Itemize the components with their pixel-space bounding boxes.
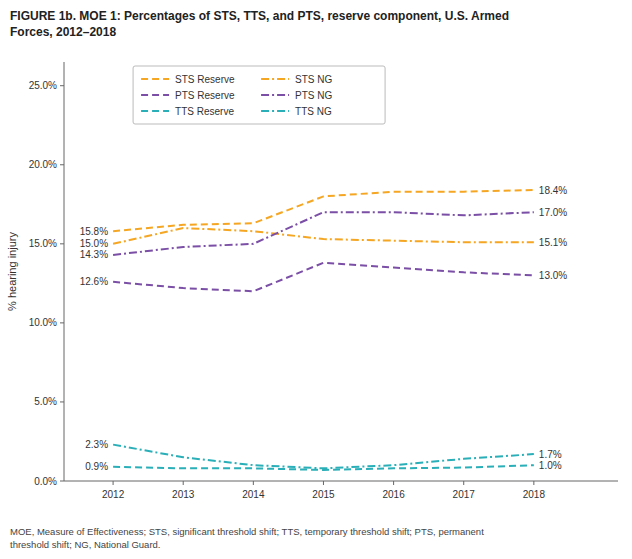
- legend-swatch: [261, 110, 289, 112]
- y-axis-label: % hearing injury: [6, 232, 18, 311]
- y-tick-label: 10.0%: [29, 317, 57, 328]
- end-label: 1.0%: [539, 460, 562, 471]
- y-tick-label: 5.0%: [34, 396, 57, 407]
- legend-swatch: [261, 94, 289, 96]
- legend-label: STS Reserve: [175, 74, 235, 85]
- x-tick: [253, 481, 254, 485]
- x-tick-label: 2012: [102, 489, 125, 500]
- y-tick: [60, 401, 64, 402]
- legend-label: PTS Reserve: [175, 90, 235, 101]
- end-label: 15.0%: [80, 238, 108, 249]
- x-axis: [64, 481, 618, 482]
- y-tick: [60, 322, 64, 323]
- legend-swatch: [261, 78, 289, 80]
- y-tick-label: 20.0%: [29, 159, 57, 170]
- end-label: 1.7%: [539, 449, 562, 460]
- x-tick-label: 2016: [382, 489, 405, 500]
- end-label: 17.0%: [539, 207, 567, 218]
- x-tick: [393, 481, 394, 485]
- legend: STS Reserve PTS Reserve TTS Reserve STS NG P…: [133, 66, 385, 124]
- chart: FIGURE 1b. MOE 1: Percentages of STS, TT…: [0, 0, 632, 559]
- title-line: FIGURE 1b. MOE 1: Percentages of STS, TT…: [10, 9, 509, 23]
- x-tick: [113, 481, 114, 485]
- legend-label: TTS NG: [295, 106, 332, 117]
- legend-swatch: [141, 110, 169, 112]
- legend-swatch: [141, 78, 169, 80]
- legend-label: STS NG: [295, 74, 332, 85]
- x-tick-label: 2015: [312, 489, 335, 500]
- y-tick: [60, 164, 64, 165]
- footnote: MOE, Measure of Effectiveness; STS, sign…: [10, 526, 484, 550]
- end-label: 14.3%: [80, 249, 108, 260]
- x-tick: [183, 481, 184, 485]
- legend-label: TTS Reserve: [175, 106, 234, 117]
- y-tick-label: 25.0%: [29, 80, 57, 91]
- y-tick-label: 0.0%: [34, 476, 57, 487]
- y-tick: [60, 243, 64, 244]
- legend-label: PTS NG: [295, 90, 332, 101]
- x-tick: [533, 481, 534, 485]
- title-line: Forces, 2012–2018: [10, 25, 116, 39]
- series-line: [113, 445, 534, 469]
- footnote-line: threshold shift; NG, National Guard.: [10, 539, 161, 550]
- end-label: 18.4%: [539, 185, 567, 196]
- x-tick-label: 2017: [453, 489, 476, 500]
- background: [0, 0, 632, 559]
- x-tick: [323, 481, 324, 485]
- series-line: [113, 263, 534, 291]
- x-tick: [463, 481, 464, 485]
- footnote-line: MOE, Measure of Effectiveness; STS, sign…: [10, 526, 484, 537]
- end-label: 2.3%: [85, 439, 108, 450]
- end-label: 13.0%: [539, 270, 567, 281]
- end-label: 15.8%: [80, 226, 108, 237]
- y-axis: [64, 62, 65, 481]
- end-label: 0.9%: [85, 461, 108, 472]
- end-label: 15.1%: [539, 237, 567, 248]
- x-tick-label: 2018: [523, 489, 546, 500]
- x-tick-label: 2014: [242, 489, 265, 500]
- y-tick-label: 15.0%: [29, 238, 57, 249]
- legend-swatch: [141, 94, 169, 96]
- series-line: [113, 190, 534, 231]
- y-tick: [60, 85, 64, 86]
- legend-box: [133, 66, 385, 124]
- series-line: [113, 212, 534, 255]
- end-label: 12.6%: [80, 276, 108, 287]
- series-line: [113, 228, 534, 244]
- x-tick-label: 2013: [172, 489, 195, 500]
- title: FIGURE 1b. MOE 1: Percentages of STS, TT…: [10, 9, 509, 39]
- plot-area: [113, 190, 534, 470]
- y-tick: [60, 481, 64, 482]
